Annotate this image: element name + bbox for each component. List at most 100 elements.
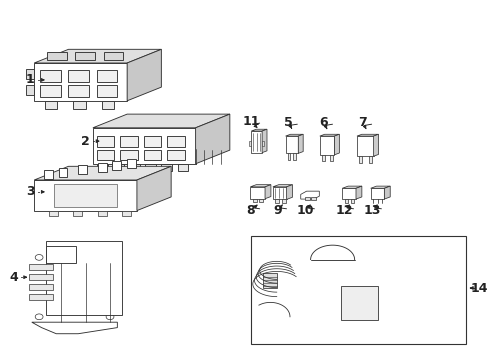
Bar [78,165,87,174]
Circle shape [344,302,352,307]
Bar [73,211,82,216]
Polygon shape [264,185,270,199]
Bar [26,69,34,79]
Polygon shape [334,134,339,155]
Bar [97,136,114,147]
Polygon shape [127,49,161,101]
Bar [341,286,377,320]
Bar [127,159,136,168]
Text: 5: 5 [284,116,292,129]
Polygon shape [93,128,195,164]
Bar [281,199,285,203]
Bar [263,273,276,288]
Text: 3: 3 [26,185,35,198]
Bar [49,211,58,216]
Polygon shape [370,188,384,199]
Bar [120,136,138,147]
Bar [262,141,264,146]
Bar [73,101,85,109]
Polygon shape [298,134,303,153]
Bar [161,164,172,171]
Circle shape [344,312,352,318]
Polygon shape [137,166,171,211]
Polygon shape [356,136,373,156]
Circle shape [35,314,43,320]
Bar [112,161,121,170]
Text: 9: 9 [273,204,282,217]
Bar [293,153,296,160]
Bar [350,199,353,203]
Bar [98,162,106,171]
Polygon shape [384,186,389,199]
Bar [97,150,114,160]
Circle shape [318,251,328,258]
Bar [113,164,123,171]
Bar [40,85,61,97]
Polygon shape [250,185,270,187]
Bar [311,197,316,200]
Polygon shape [342,188,355,199]
Bar [167,136,184,147]
Circle shape [336,251,346,258]
Bar [97,85,117,97]
Polygon shape [32,322,117,334]
Bar [47,52,66,60]
Polygon shape [251,131,262,153]
Bar [145,164,156,171]
Bar [29,264,53,270]
Circle shape [35,255,43,260]
Bar [344,199,347,203]
Bar [40,70,61,82]
Polygon shape [262,129,266,153]
Text: 12: 12 [335,204,353,217]
Circle shape [359,312,366,318]
Bar [253,199,257,202]
Bar [274,199,278,203]
Circle shape [359,292,366,297]
Bar [120,150,138,160]
Polygon shape [34,63,127,101]
Text: 13: 13 [363,204,381,217]
Bar [321,155,324,161]
Bar [304,197,309,200]
Polygon shape [272,185,292,187]
Bar [122,211,131,216]
Polygon shape [355,186,361,199]
Polygon shape [373,134,378,156]
Bar [102,101,114,109]
Bar [26,85,34,95]
Text: 8: 8 [246,204,255,217]
Text: 2: 2 [81,135,90,148]
Bar [177,164,188,171]
Polygon shape [93,114,229,128]
Bar [54,184,117,207]
Polygon shape [356,134,378,136]
Bar [97,164,107,171]
Text: 14: 14 [469,282,487,294]
Bar [250,236,465,344]
Bar [103,52,123,60]
Bar [29,284,53,290]
Text: 4: 4 [9,271,18,284]
Bar [68,70,89,82]
Polygon shape [285,136,298,153]
Polygon shape [34,180,137,211]
Text: 6: 6 [319,116,327,129]
Bar [75,52,95,60]
Bar [59,168,67,177]
Bar [29,274,53,280]
Circle shape [344,292,352,297]
Bar [45,101,57,109]
Bar [97,70,117,82]
Bar [259,199,263,202]
Polygon shape [34,49,161,63]
Bar [46,241,122,315]
Circle shape [106,314,114,320]
Text: 1: 1 [26,73,35,86]
Bar [44,170,53,179]
Polygon shape [300,191,319,199]
Bar [358,156,361,163]
Polygon shape [370,186,389,188]
Polygon shape [251,129,266,131]
Bar [329,155,332,161]
